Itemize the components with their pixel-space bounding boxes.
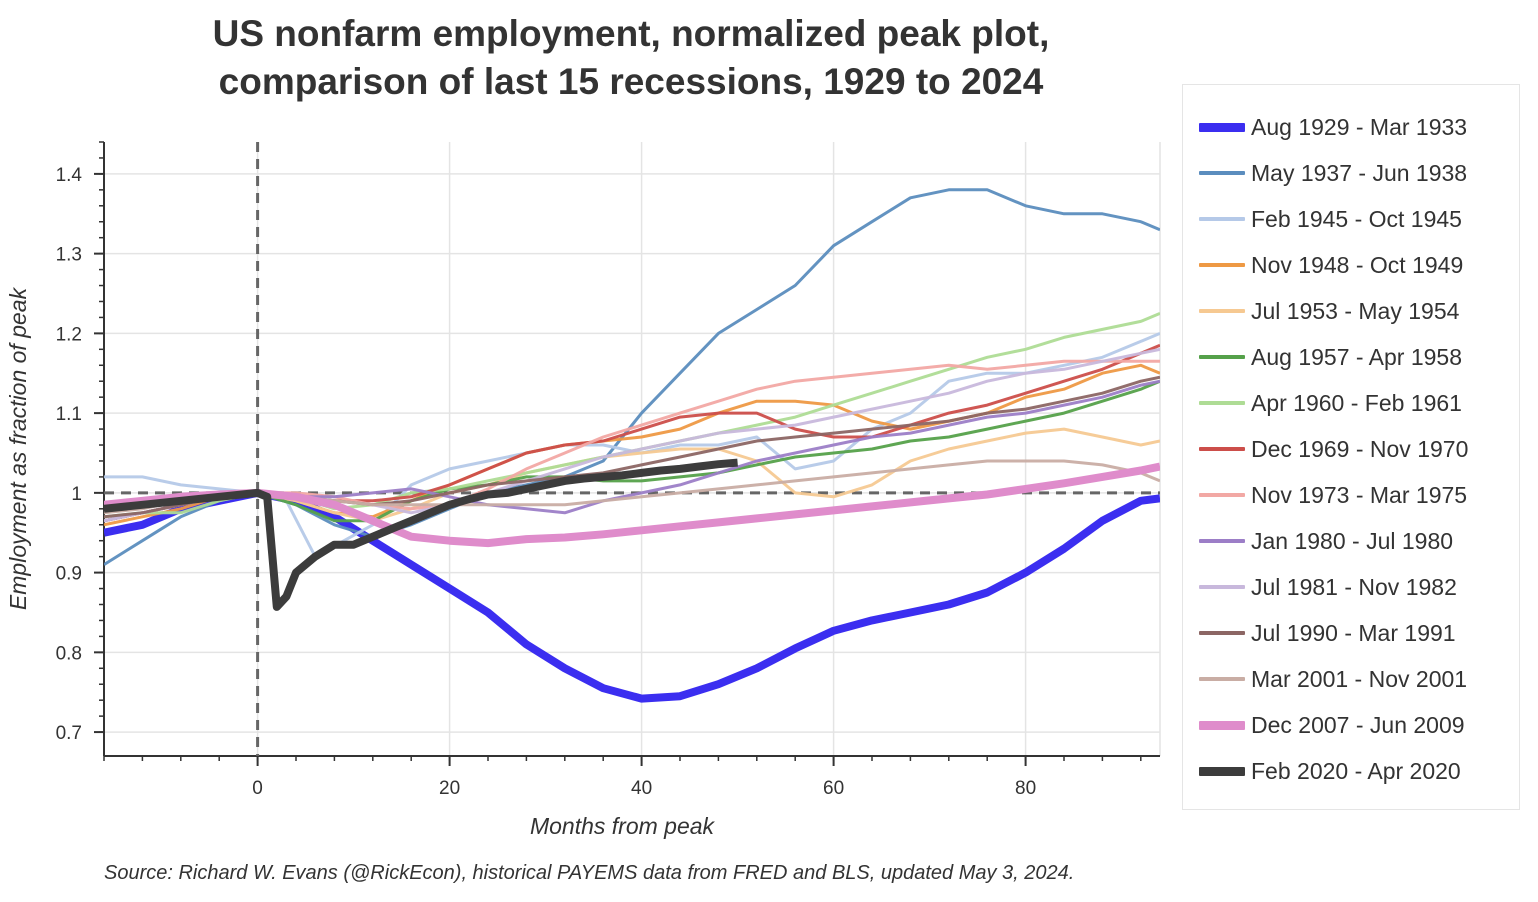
legend-label: Aug 1929 - Mar 1933: [1251, 113, 1468, 140]
legend-item: Jul 1990 - Mar 1991: [1199, 618, 1456, 648]
legend-swatch: [1199, 493, 1245, 497]
legend-item: May 1937 - Jun 1938: [1199, 158, 1467, 188]
series-line-6: [104, 379, 1160, 523]
legend-label: Dec 2007 - Jun 2009: [1251, 711, 1465, 738]
axes: [94, 141, 1160, 766]
legend-label: Feb 1945 - Oct 1945: [1251, 205, 1462, 232]
legend-label: Feb 2020 - Apr 2020: [1251, 757, 1461, 784]
source-caption: Source: Richard W. Evans (@RickEcon), hi…: [104, 862, 1075, 884]
y-tick-label: 1.3: [56, 245, 82, 266]
legend-swatch: [1199, 171, 1245, 175]
legend-item: Apr 1960 - Feb 1961: [1199, 388, 1462, 418]
legend-item: Feb 1945 - Oct 1945: [1199, 204, 1462, 234]
series-line-1: [104, 488, 1160, 703]
legend-item: Aug 1929 - Mar 1933: [1199, 112, 1467, 142]
legend-item: Nov 1973 - Mar 1975: [1199, 480, 1467, 510]
x-tick-label: 0: [252, 778, 263, 799]
x-tick-label: 40: [631, 778, 652, 799]
legend-item: Jul 1981 - Nov 1982: [1199, 572, 1457, 602]
legend-label: Jul 1981 - Nov 1982: [1251, 573, 1457, 600]
legend-label: Nov 1973 - Mar 1975: [1251, 481, 1468, 508]
legend-label: Apr 1960 - Feb 1961: [1251, 389, 1462, 416]
y-axis-title: Employment as fraction of peak: [5, 286, 31, 610]
legend-item: Jan 1980 - Jul 1980: [1199, 526, 1453, 556]
legend-label: Jul 1990 - Mar 1991: [1251, 619, 1456, 646]
series-line-4: [104, 363, 1160, 527]
y-tick-label: 0.7: [56, 723, 82, 744]
legend-item: Jul 1953 - May 1954: [1199, 296, 1459, 326]
y-tick-label: 1.1: [56, 404, 82, 425]
legend-swatch: [1199, 720, 1245, 730]
legend-swatch: [1199, 585, 1245, 589]
legend-swatch: [1199, 309, 1245, 313]
x-tick-label: 60: [823, 778, 844, 799]
legend-item: Mar 2001 - Nov 2001: [1199, 664, 1467, 694]
x-tick-label: 80: [1015, 778, 1036, 799]
legend-item: Dec 2007 - Jun 2009: [1199, 710, 1465, 740]
legend-label: Aug 1957 - Apr 1958: [1251, 343, 1462, 370]
axis-labels: 0 20 40 60 80 0.7 0.8 0.9 1 1.1 1.2 1.3 1.4 Months fr…: [5, 165, 1036, 839]
legend-item: Aug 1957 - Apr 1958: [1199, 342, 1462, 372]
legend-item: Dec 1969 - Nov 1970: [1199, 434, 1468, 464]
legend-label: Jul 1953 - May 1954: [1251, 297, 1460, 324]
series-lines: [104, 188, 1160, 703]
legend-swatch: [1199, 355, 1245, 359]
chart-title-line-1: US nonfarm employment, normalized peak p…: [212, 13, 1050, 54]
legend-label: Jan 1980 - Jul 1980: [1251, 527, 1454, 554]
y-tick-label: 1.2: [56, 324, 82, 345]
legend-swatch: [1199, 447, 1245, 451]
legend-swatch: [1199, 401, 1245, 405]
chart-title: US nonfarm employment, normalized peak p…: [100, 10, 1162, 106]
legend-swatch: [1199, 217, 1245, 221]
legend-label: May 1937 - Jun 1938: [1251, 159, 1468, 186]
legend: Aug 1929 - Mar 1933 May 1937 - Jun 1938 Fe…: [1182, 84, 1520, 810]
series-line-14: [104, 462, 1160, 548]
legend-swatch: [1199, 677, 1245, 681]
y-tick-label: 0.9: [56, 564, 82, 585]
legend-swatch: [1199, 766, 1245, 776]
series-line-15: [104, 458, 738, 611]
legend-label: Nov 1948 - Oct 1949: [1251, 251, 1464, 278]
line-chart: 0 20 40 60 80 0.7 0.8 0.9 1 1.1 1.2 1.3 1.4 Months fr…: [5, 141, 1161, 839]
legend-label: Dec 1969 - Nov 1970: [1251, 435, 1469, 462]
legend-swatch: [1199, 263, 1245, 267]
y-tick-label: 0.8: [56, 643, 82, 664]
legend-item: Nov 1948 - Oct 1949: [1199, 250, 1463, 280]
chart-title-line-2: comparison of last 15 recessions, 1929 t…: [218, 61, 1044, 102]
legend-swatch: [1199, 631, 1245, 635]
legend-label: Mar 2001 - Nov 2001: [1251, 665, 1468, 692]
series-line-13: [104, 459, 1160, 515]
grid-lines: [104, 142, 1161, 756]
y-tick-label: 1: [71, 484, 82, 505]
x-axis-title: Months from peak: [530, 813, 716, 839]
x-tick-label: 20: [439, 778, 460, 799]
legend-item: Feb 2020 - Apr 2020: [1199, 756, 1461, 786]
legend-swatch: [1199, 539, 1245, 543]
y-tick-label: 1.4: [56, 165, 83, 186]
reference-lines: [104, 142, 1160, 756]
legend-swatch: [1199, 122, 1245, 132]
